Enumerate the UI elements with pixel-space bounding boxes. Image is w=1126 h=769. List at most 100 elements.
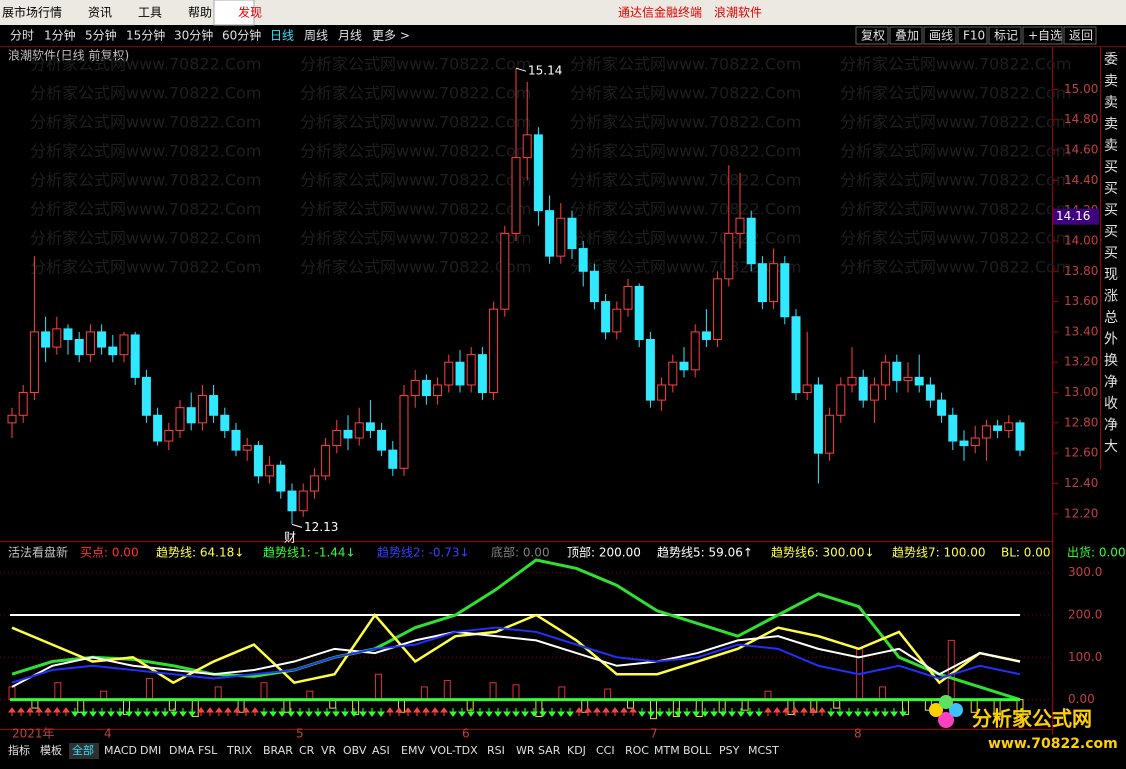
tab[interactable]: OBV: [343, 744, 367, 757]
indicator-legend: 趋势线1: -1.44↓: [263, 546, 356, 560]
tab[interactable]: DMA: [169, 744, 195, 757]
event-marker[interactable]: 财: [284, 531, 296, 545]
candle-body: [421, 379, 431, 397]
y-tick-label: 15.00: [1064, 82, 1098, 96]
tab[interactable]: VOL-TDX: [430, 744, 478, 757]
period-button[interactable]: 60分钟: [222, 28, 261, 43]
menu-item[interactable]: 展市场行情: [2, 5, 62, 20]
period-button[interactable]: 30分钟: [174, 28, 213, 43]
y-tick-label: 12.20: [1064, 506, 1098, 520]
candle-body: [500, 232, 510, 310]
candle-body: [746, 217, 756, 265]
watermark: 分析家公式网www.70822.Com: [30, 113, 261, 132]
candle-body: [63, 328, 73, 340]
tab[interactable]: CR: [299, 744, 315, 757]
tab[interactable]: BOLL: [683, 744, 712, 757]
period-button[interactable]: 月线: [338, 29, 362, 43]
tab[interactable]: RSI: [487, 744, 505, 757]
tab[interactable]: ROC: [625, 744, 649, 757]
tool-button[interactable]: 复权: [861, 29, 885, 43]
watermark: 分析家公式网www.70822.Com: [30, 84, 261, 103]
signal-arrow: [521, 708, 529, 717]
candle-body: [1004, 422, 1014, 431]
tool-button[interactable]: 返回: [1069, 29, 1093, 43]
date-label: 8: [854, 727, 862, 741]
tab[interactable]: WR: [516, 744, 535, 757]
period-button[interactable]: 周线: [304, 29, 328, 43]
tool-button[interactable]: 画线: [929, 29, 953, 43]
tab[interactable]: FSL: [198, 744, 218, 757]
tool-button[interactable]: +自选: [1028, 29, 1062, 43]
side-panel-label: 买: [1104, 160, 1118, 176]
period-button[interactable]: 分时: [10, 29, 34, 43]
menu-item[interactable]: 工具: [138, 6, 162, 20]
tab[interactable]: TRIX: [226, 744, 253, 757]
tab[interactable]: BRAR: [263, 744, 293, 757]
signal-arrow: [197, 707, 205, 716]
watermark: 分析家公式网www.70822.Com: [300, 258, 531, 277]
tab[interactable]: 指标: [8, 743, 30, 757]
candle-body: [724, 232, 734, 280]
menu-item[interactable]: 帮助: [188, 6, 212, 20]
tab[interactable]: PSY: [719, 744, 740, 757]
indicator-legend: BL: 0.00: [1001, 546, 1051, 560]
tab[interactable]: ASI: [372, 744, 390, 757]
period-button[interactable]: 更多 >: [372, 29, 410, 43]
date-label: 4: [104, 727, 112, 741]
candle-body: [399, 395, 409, 469]
y-tick-label: 13.00: [1064, 385, 1098, 399]
tab[interactable]: KDJ: [567, 744, 586, 757]
candle-body: [690, 331, 700, 371]
signal-arrow: [899, 708, 907, 717]
candle-body: [701, 331, 711, 340]
candle-body: [1015, 422, 1025, 451]
tab[interactable]: SAR: [538, 744, 561, 757]
tab[interactable]: MCST: [748, 744, 779, 757]
tab[interactable]: EMV: [401, 744, 425, 757]
menu-item[interactable]: 资讯: [88, 6, 112, 20]
tool-button[interactable]: 叠加: [895, 29, 919, 43]
side-panel-label: 卖: [1104, 95, 1118, 111]
period-button[interactable]: 15分钟: [126, 28, 165, 43]
watermark: 分析家公式网www.70822.Com: [570, 171, 801, 190]
menu-item[interactable]: 发现: [238, 5, 262, 20]
y-tick-label: 14.00: [1064, 233, 1098, 247]
logo: 分析家公式网 www.70822.com: [929, 695, 1118, 752]
tab[interactable]: MTM: [654, 744, 680, 757]
watermark: 分析家公式网www.70822.Com: [570, 142, 801, 161]
candle-body: [634, 285, 644, 340]
tab[interactable]: DMI: [140, 744, 161, 757]
y-tick-label: 14.80: [1064, 112, 1098, 126]
candle-body: [769, 263, 779, 303]
y-tick-label: 13.60: [1064, 294, 1098, 308]
period-button[interactable]: 1分钟: [44, 28, 76, 43]
indicator-bar: [443, 680, 451, 701]
tab[interactable]: 模板: [40, 743, 62, 757]
signal-arrow: [278, 708, 286, 717]
signal-arrow: [539, 708, 547, 717]
indicator-bar: [466, 699, 474, 711]
tab[interactable]: 全部: [72, 743, 94, 757]
candle-body: [209, 395, 219, 416]
tool-button[interactable]: F10: [963, 29, 985, 43]
period-button[interactable]: 5分钟: [85, 28, 117, 43]
signal-arrow: [53, 707, 61, 716]
tab[interactable]: VR: [321, 744, 337, 757]
signal-arrow: [431, 707, 439, 716]
y-tick-label: 13.80: [1064, 264, 1098, 278]
tab[interactable]: CCI: [596, 744, 615, 757]
candle-body: [937, 399, 947, 416]
period-button[interactable]: 日线: [270, 29, 294, 43]
candle-body: [265, 464, 275, 477]
tab[interactable]: MACD: [104, 744, 137, 757]
tool-button-frame: [957, 26, 988, 45]
logo-petal: [938, 712, 954, 728]
indicator-bar: [77, 699, 85, 713]
signal-arrow: [728, 708, 736, 717]
signal-arrow: [647, 708, 655, 717]
tool-button[interactable]: 标记: [994, 29, 1018, 43]
indicator-bar: [420, 686, 428, 701]
candle-body: [881, 361, 891, 386]
candle-body: [556, 217, 566, 257]
side-panel-label: 买: [1104, 181, 1118, 197]
